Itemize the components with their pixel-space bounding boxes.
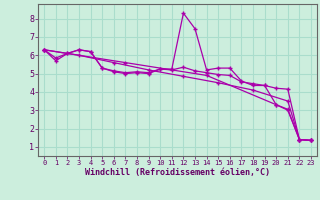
X-axis label: Windchill (Refroidissement éolien,°C): Windchill (Refroidissement éolien,°C) — [85, 168, 270, 177]
